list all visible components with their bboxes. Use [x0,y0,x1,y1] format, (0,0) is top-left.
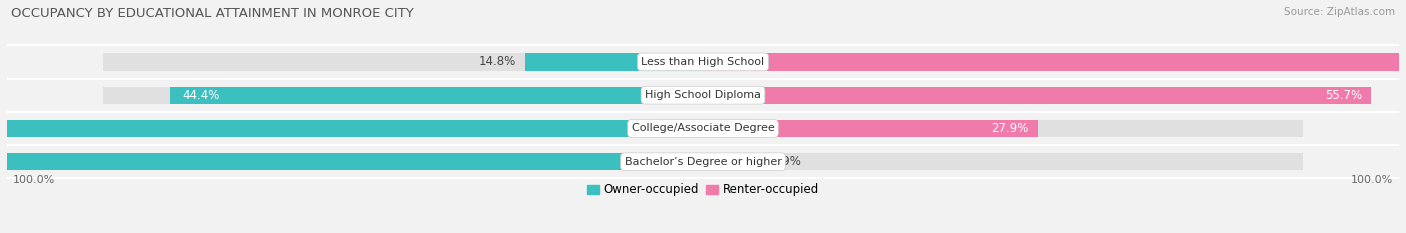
Text: 4.9%: 4.9% [772,155,801,168]
Bar [170,86,703,104]
Text: 44.4%: 44.4% [183,89,219,102]
Bar [0,153,703,170]
Bar [103,153,1303,170]
Bar [103,86,1303,104]
Bar [103,53,1303,71]
Text: Less than High School: Less than High School [641,57,765,67]
Text: 27.9%: 27.9% [991,122,1028,135]
Bar [0,120,703,137]
Legend: Owner-occupied, Renter-occupied: Owner-occupied, Renter-occupied [582,178,824,201]
Text: 55.7%: 55.7% [1324,89,1362,102]
Bar [526,53,703,71]
Text: Source: ZipAtlas.com: Source: ZipAtlas.com [1284,7,1395,17]
Bar [703,53,1406,71]
Text: College/Associate Degree: College/Associate Degree [631,123,775,134]
Bar [703,86,1371,104]
Text: Bachelor’s Degree or higher: Bachelor’s Degree or higher [624,157,782,167]
Text: High School Diploma: High School Diploma [645,90,761,100]
Bar [703,153,762,170]
Text: 14.8%: 14.8% [478,55,516,69]
Text: 100.0%: 100.0% [13,175,55,185]
Text: 100.0%: 100.0% [1351,175,1393,185]
Bar [103,120,1303,137]
Bar [703,120,1038,137]
Text: OCCUPANCY BY EDUCATIONAL ATTAINMENT IN MONROE CITY: OCCUPANCY BY EDUCATIONAL ATTAINMENT IN M… [11,7,413,20]
